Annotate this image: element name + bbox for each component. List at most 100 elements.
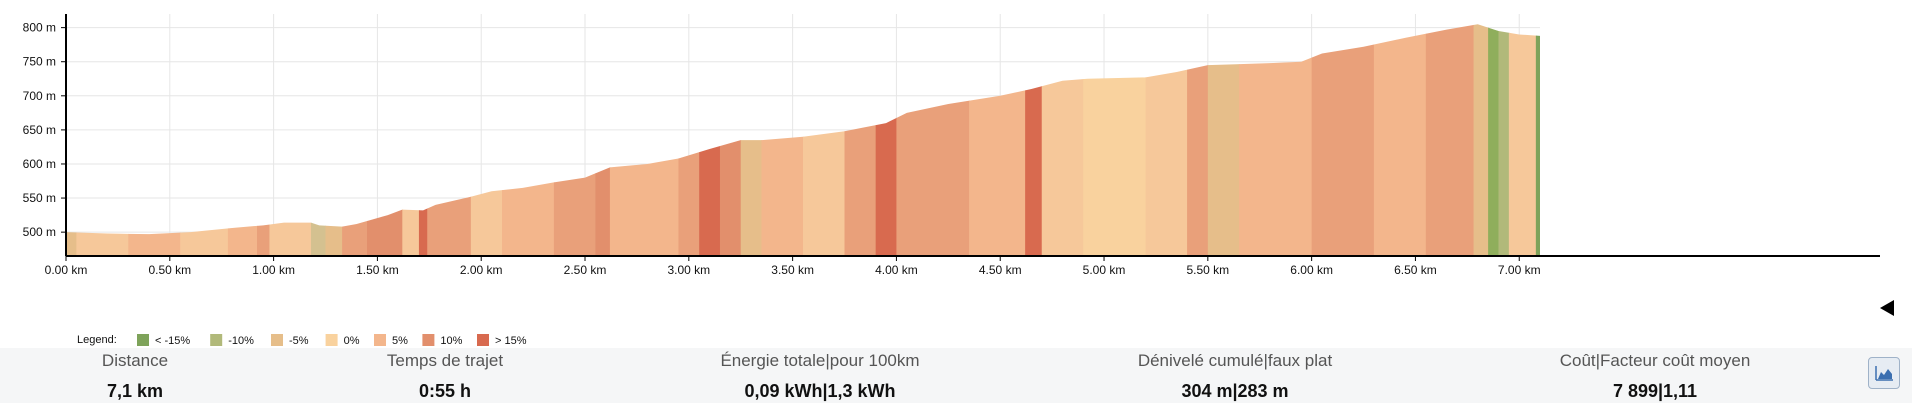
y-tick-label: 600 m <box>23 157 56 171</box>
y-tick-label: 650 m <box>23 123 56 137</box>
legend-title: Legend: <box>77 334 117 346</box>
area-chart-icon <box>1875 366 1893 381</box>
y-axis-ticks: 500 m 550 m 600 m 650 m 700 m 750 m 800 m <box>23 21 66 239</box>
grade-segment <box>256 24 270 256</box>
x-tick-label: 7.00 km <box>1498 263 1541 277</box>
legend-label: 0% <box>344 335 360 346</box>
y-tick-label: 800 m <box>23 21 56 35</box>
x-tick-label: 5.00 km <box>1083 263 1126 277</box>
legend-swatch <box>422 334 435 346</box>
stat-elevation: Dénivelé cumulé|faux plat 304 m|283 m <box>1070 348 1400 402</box>
stat-distance: Distance 7,1 km <box>40 348 230 402</box>
grade-segment <box>501 24 555 256</box>
stat-label: Coût|Facteur coût moyen <box>1559 351 1751 370</box>
stat-value: 0,09 kWh|1,3 kWh <box>744 381 896 401</box>
grade-segment <box>128 24 181 256</box>
grade-segment <box>227 24 258 256</box>
y-tick-label: 750 m <box>23 55 56 69</box>
grade-segment <box>1425 24 1475 256</box>
y-tick-label: 500 m <box>23 225 56 239</box>
x-tick-label: 2.50 km <box>564 263 607 277</box>
stat-value: 7,1 km <box>106 381 164 401</box>
x-tick-label: 2.00 km <box>460 263 503 277</box>
chart-axes <box>65 14 1880 257</box>
x-tick-label: 0.50 km <box>148 263 191 277</box>
y-tick-label: 700 m <box>23 89 56 103</box>
legend-swatch <box>137 334 149 346</box>
stat-value: 0:55 h <box>418 381 472 401</box>
grade-segment <box>310 24 327 256</box>
legend-label: 5% <box>392 335 408 346</box>
grade-segment <box>470 24 503 256</box>
grade-segment <box>342 24 368 256</box>
grade-segment <box>180 24 229 256</box>
legend-swatch <box>477 334 489 346</box>
x-tick-label: 1.00 km <box>252 263 295 277</box>
x-tick-label: 3.50 km <box>771 263 814 277</box>
legend-label: 10% <box>440 335 462 346</box>
grade-segment <box>1488 24 1499 256</box>
stat-label: Dénivelé cumulé|faux plat <box>1137 351 1333 370</box>
stat-value: 7 899|1,11 <box>1612 381 1698 401</box>
stat-label: Distance <box>101 351 169 370</box>
x-tick-label: 6.00 km <box>1290 263 1333 277</box>
elevation-area <box>66 24 1540 256</box>
grade-segment <box>803 24 846 256</box>
x-tick-label: 3.00 km <box>667 263 710 277</box>
route-stats-bar: Distance 7,1 km Temps de trajet 0:55 h É… <box>0 348 1912 403</box>
legend-swatch <box>210 334 223 346</box>
grade-segment <box>269 24 312 256</box>
grade-segment <box>969 24 1026 256</box>
legend-label: > 15% <box>495 335 527 346</box>
grade-segment <box>1508 24 1537 256</box>
grade-segment <box>66 24 77 256</box>
grade-segment <box>719 24 742 256</box>
grade-segment <box>553 24 596 256</box>
grade-segment <box>1238 24 1313 256</box>
grade-segment <box>1083 24 1147 256</box>
grade-segment <box>1473 24 1489 256</box>
grade-segment <box>1207 24 1240 256</box>
chart-legend: Legend: < -15% -10% -5% 0% 5% 10% > 15% <box>77 334 527 346</box>
x-tick-label: 1.50 km <box>356 263 399 277</box>
grade-segment <box>740 24 762 256</box>
grade-segment <box>896 24 970 256</box>
grade-segment <box>76 24 129 256</box>
x-tick-label: 0.00 km <box>45 263 88 277</box>
grade-segment <box>1145 24 1188 256</box>
grade-segment <box>427 24 472 256</box>
grade-segment <box>761 24 804 256</box>
stat-value: 304 m|283 m <box>1181 381 1289 401</box>
stat-label: Temps de trajet <box>386 351 504 370</box>
grade-segment <box>1187 24 1209 256</box>
grade-segment <box>1373 24 1427 256</box>
grade-segment <box>875 24 897 256</box>
legend-swatch <box>374 334 386 346</box>
grade-segment <box>1041 24 1084 256</box>
x-tick-label: 6.50 km <box>1394 263 1437 277</box>
grade-segment <box>1311 24 1375 256</box>
grade-segment <box>1535 24 1540 256</box>
position-marker-icon[interactable] <box>1880 300 1894 316</box>
elevation-chart: 500 m 550 m 600 m 650 m 700 m 750 m 800 m 0.00… <box>23 14 1894 346</box>
legend-swatch <box>271 334 283 346</box>
grade-segment <box>1025 24 1043 256</box>
legend-label: < -15% <box>155 335 190 346</box>
grade-segment <box>1498 24 1510 256</box>
grade-segment <box>595 24 611 256</box>
stat-energy: Énergie totale|pour 100km 0,09 kWh|1,3 k… <box>660 348 980 402</box>
grade-segment <box>844 24 877 256</box>
grade-segment <box>325 24 343 256</box>
y-tick-label: 550 m <box>23 191 56 205</box>
legend-swatch <box>325 334 338 346</box>
x-tick-label: 4.00 km <box>875 263 918 277</box>
grade-segment <box>367 24 403 256</box>
toggle-chart-button[interactable] <box>1868 357 1900 389</box>
grade-segment <box>699 24 721 256</box>
legend-label: -5% <box>289 335 309 346</box>
stat-cost: Coût|Facteur coût moyen 7 899|1,11 <box>1500 348 1810 402</box>
elevation-chart-svg: 500 m 550 m 600 m 650 m 700 m 750 m 800 m 0.00… <box>23 14 1894 346</box>
grade-segment <box>402 24 420 256</box>
grade-segment <box>418 24 428 256</box>
stat-label: Énergie totale|pour 100km <box>720 351 920 370</box>
